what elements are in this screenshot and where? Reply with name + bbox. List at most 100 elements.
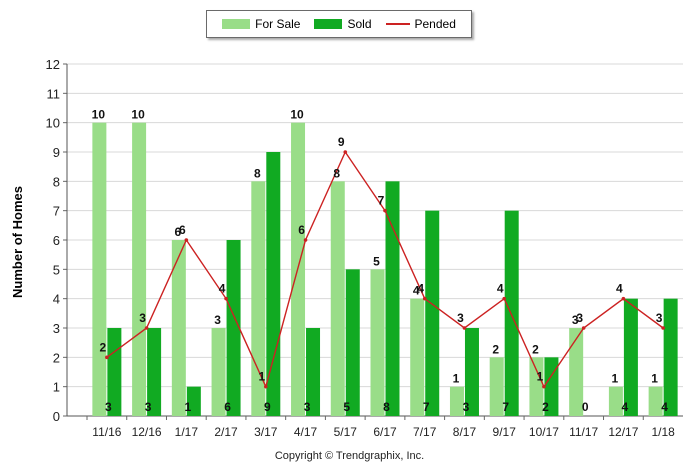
data-label-pended: 1: [537, 370, 544, 384]
data-label-for-sale: 10: [131, 108, 145, 122]
data-label-for-sale: 1: [612, 372, 619, 386]
data-label-sold: 3: [304, 400, 311, 414]
legend-item-sold: Sold: [314, 17, 372, 31]
data-label-sold: 4: [622, 400, 629, 414]
data-label-for-sale: 10: [290, 108, 304, 122]
data-label-pended: 3: [576, 311, 583, 325]
bar-for-sale: [370, 269, 385, 416]
bar-sold: [266, 152, 281, 416]
x-tick-label: 4/17: [294, 425, 318, 439]
data-label-for-sale: 3: [572, 313, 579, 327]
bar-sold: [425, 210, 440, 416]
data-label-for-sale: 8: [254, 166, 261, 180]
bar-for-sale: [608, 386, 623, 416]
pended-point: [264, 384, 268, 389]
data-label-for-sale: 1: [453, 372, 460, 386]
pended-swatch: [385, 23, 410, 25]
x-tick-label: 10/17: [529, 425, 559, 439]
data-label-pended: 2: [100, 340, 107, 354]
data-label-sold: 3: [105, 400, 112, 414]
data-label-sold: 1: [184, 400, 191, 414]
bar-for-sale: [449, 386, 464, 416]
data-label-sold: 3: [145, 400, 152, 414]
data-label-sold: 7: [423, 400, 430, 414]
data-label-for-sale: 2: [532, 342, 539, 356]
y-tick-label: 10: [46, 116, 60, 131]
data-label-sold: 4: [661, 400, 668, 414]
data-label-pended: 9: [338, 135, 345, 149]
bar-for-sale: [330, 181, 345, 416]
data-label-sold: 6: [224, 400, 231, 414]
legend-label-sold: Sold: [347, 17, 372, 31]
y-axis-title: Number of Homes: [10, 186, 25, 298]
bar-for-sale: [132, 122, 147, 417]
legend-item-for-sale: For Sale: [222, 17, 300, 31]
data-label-pended: 4: [219, 282, 226, 296]
x-tick-label: 12/17: [608, 425, 638, 439]
data-label-pended: 4: [616, 282, 623, 296]
pended-point: [542, 384, 546, 389]
bar-for-sale: [92, 122, 107, 417]
pended-point: [462, 326, 467, 330]
x-tick-label: 12/16: [132, 425, 162, 439]
data-label-for-sale: 1: [651, 372, 658, 386]
y-tick-label: 11: [47, 86, 61, 101]
x-tick-label: 7/17: [413, 425, 437, 439]
data-label-for-sale: 2: [492, 342, 499, 356]
data-label-for-sale: 4: [413, 284, 420, 298]
bars: [92, 122, 678, 417]
y-tick-label: 4: [53, 292, 60, 307]
pended-point: [184, 238, 189, 242]
bar-for-sale: [251, 181, 266, 416]
y-tick-label: 9: [53, 145, 60, 160]
bar-sold: [663, 298, 678, 416]
bar-for-sale: [529, 357, 544, 416]
y-tick-label: 1: [53, 380, 60, 395]
copyright-text: Copyright © Trendgraphix, Inc.: [274, 450, 425, 462]
x-tick-label: 2/17: [214, 425, 238, 439]
bar-for-sale: [648, 386, 663, 416]
legend-item-pended: Pended: [385, 17, 456, 31]
data-label-pended: 4: [497, 282, 504, 296]
bar-for-sale: [410, 298, 425, 416]
data-label-for-sale: 6: [174, 225, 181, 239]
x-tick-label: 6/17: [373, 425, 397, 439]
bar-sold: [186, 386, 201, 416]
pended-line: [105, 150, 665, 389]
y-tick-label: 5: [53, 262, 60, 277]
data-label-pended: 3: [656, 311, 663, 325]
y-tick-label: 8: [53, 174, 60, 189]
pended-point: [224, 296, 228, 301]
x-tick-label: 3/17: [254, 425, 278, 439]
data-label-for-sale: 10: [92, 108, 106, 122]
x-tick-label: 9/17: [493, 425, 517, 439]
data-label-sold: 5: [343, 400, 350, 414]
legend-label-pended: Pended: [414, 17, 456, 31]
y-tick-label: 6: [53, 233, 60, 248]
y-tick-label: 2: [53, 350, 60, 365]
pended-point: [422, 296, 427, 301]
data-label-sold: 0: [582, 400, 589, 414]
data-label-sold: 2: [542, 400, 549, 414]
pended-point: [144, 326, 149, 330]
for-sale-swatch: [222, 19, 251, 29]
pended-point: [343, 150, 348, 154]
data-label-pended: 3: [139, 311, 146, 325]
data-label-pended: 6: [179, 223, 186, 237]
y-tick-label: 3: [53, 321, 60, 336]
pended-point: [383, 208, 387, 213]
data-label-sold: 3: [463, 400, 470, 414]
data-label-pended: 4: [417, 282, 424, 296]
data-label-pended: 7: [378, 194, 385, 208]
x-tick-label: 11/17: [569, 425, 598, 439]
x-tick-label: 11/16: [92, 425, 121, 439]
bar-for-sale: [569, 328, 584, 416]
bar-sold: [464, 328, 479, 416]
data-label-sold: 9: [264, 400, 271, 414]
data-label-pended: 6: [298, 223, 305, 237]
legend-label-for-sale: For Sale: [255, 17, 301, 31]
x-tick-label: 5/17: [334, 425, 358, 439]
sold-swatch: [314, 19, 343, 29]
